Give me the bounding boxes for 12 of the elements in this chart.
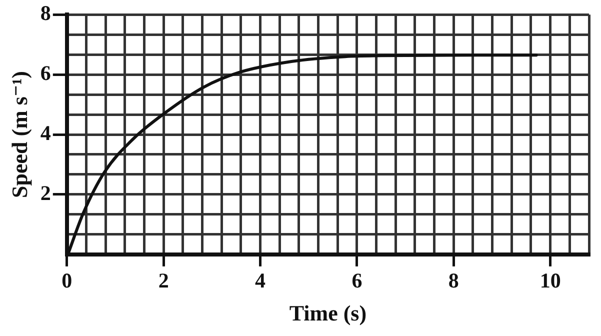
x-tick-label: 0 xyxy=(62,268,72,292)
x-tick-label: 4 xyxy=(255,268,266,292)
x-axis-title: Time (s) xyxy=(289,300,367,326)
y-tick-label: 4 xyxy=(40,120,52,145)
y-tick-label: 2 xyxy=(40,180,51,205)
x-tick-label: 10 xyxy=(540,268,561,292)
y-tick-label: 6 xyxy=(40,60,51,85)
y-axis-title: Speed (m s⁻¹) xyxy=(6,71,32,198)
x-tick-label: 2 xyxy=(158,268,169,292)
x-tick-label: 8 xyxy=(448,268,459,292)
x-tick-label: 6 xyxy=(352,268,362,292)
y-tick-label: 8 xyxy=(40,1,51,26)
